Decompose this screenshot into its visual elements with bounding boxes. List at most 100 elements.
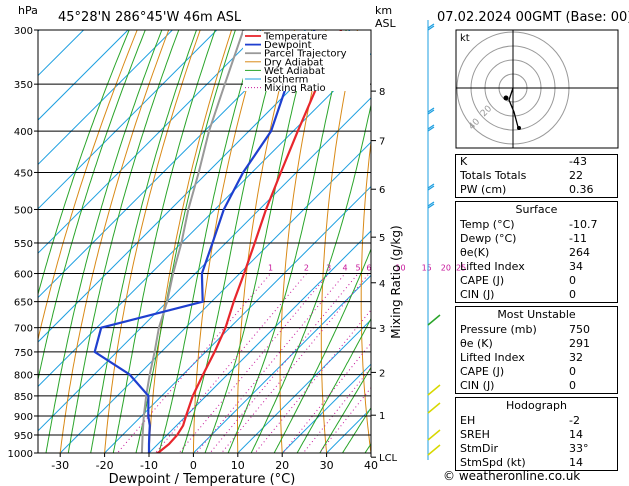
isotherm-line bbox=[192, 274, 371, 453]
altitude-tick-label: 7 bbox=[379, 137, 385, 148]
isotherm-line bbox=[59, 141, 371, 453]
mixing-ratio-label: 5 bbox=[356, 264, 361, 273]
mixing-ratio-line bbox=[220, 273, 370, 453]
dry-adiabat-line bbox=[59, 30, 170, 453]
hodograph-unit-label: kt bbox=[460, 33, 470, 44]
isobar-lines bbox=[38, 30, 371, 453]
table-key: θe(K) bbox=[460, 246, 490, 259]
mixing-ratio-line bbox=[302, 366, 371, 453]
wet-adiabat-line bbox=[319, 366, 371, 453]
hodograph-trace bbox=[508, 87, 519, 128]
dry-adiabat-line bbox=[38, 30, 138, 342]
table-value: 14 bbox=[569, 456, 583, 469]
pressure-tick-label: 950 bbox=[14, 431, 33, 442]
table-value: 750 bbox=[569, 323, 590, 336]
pressure-tick-label: 500 bbox=[14, 205, 33, 216]
table-value: 14 bbox=[569, 428, 583, 441]
table-row: StmDir 33° bbox=[456, 442, 617, 456]
legend-label: Isotherm bbox=[264, 75, 308, 86]
table-value: 0 bbox=[569, 274, 576, 287]
table-key: Totals Totals bbox=[460, 169, 527, 182]
legend-label: Temperature bbox=[263, 32, 327, 43]
pressure-tick-label: 300 bbox=[14, 26, 33, 37]
pressure-tick-label: 800 bbox=[14, 371, 33, 382]
table-key: CIN (J) bbox=[460, 288, 495, 301]
table-row: CAPE (J) 0 bbox=[456, 365, 617, 379]
temperature-tick-label: -20 bbox=[96, 459, 114, 472]
altitude-axis: 8 7 6 5 4 3 2 1 LCL bbox=[371, 87, 398, 464]
table-row: θe (K) 291 bbox=[456, 337, 617, 351]
wet-adiabat-line bbox=[38, 30, 130, 296]
legend-label: Dry Adiabat bbox=[264, 57, 323, 68]
wet-adiabat-line bbox=[45, 30, 163, 453]
temperature-line bbox=[153, 30, 343, 453]
temperature-tick-label: -10 bbox=[140, 459, 158, 472]
pressure-tick-label: 750 bbox=[14, 348, 33, 359]
table-row: Lifted Index 34 bbox=[456, 260, 617, 274]
wind-barb bbox=[427, 183, 435, 189]
wind-barb bbox=[427, 23, 435, 29]
legend-label: Wet Adiabat bbox=[264, 66, 325, 77]
mixing-ratio-label: 1 bbox=[268, 264, 273, 273]
table-value: 33° bbox=[569, 442, 589, 455]
km-unit-label: km bbox=[375, 4, 392, 17]
pressure-tick-label: 850 bbox=[14, 392, 33, 403]
table-value: 0 bbox=[569, 379, 576, 392]
pressure-tick-label: 400 bbox=[14, 127, 33, 138]
sounding-series bbox=[93, 30, 343, 453]
isotherm-line bbox=[38, 30, 129, 121]
table-key: StmSpd (kt) bbox=[460, 456, 526, 469]
table-key: Lifted Index bbox=[460, 351, 525, 364]
section-title: Surface bbox=[515, 203, 558, 216]
table-value: 0 bbox=[569, 288, 576, 301]
wind-barb bbox=[427, 203, 435, 209]
pressure-tick-label: 1000 bbox=[8, 449, 33, 460]
isotherm-line bbox=[281, 363, 371, 453]
x-axis-title: Dewpoint / Temperature (°C) bbox=[109, 472, 296, 486]
table-value: 264 bbox=[569, 246, 590, 259]
parcel-trajectory-line bbox=[140, 30, 245, 453]
table-row: CAPE (J) 0 bbox=[456, 274, 617, 288]
isotherm-line bbox=[103, 185, 371, 453]
mixing-ratio-line bbox=[195, 273, 346, 453]
isotherm-line bbox=[38, 97, 371, 432]
table-value: 291 bbox=[569, 337, 590, 350]
table-value: -2 bbox=[569, 414, 580, 427]
dewpoint-line bbox=[93, 30, 316, 453]
table-row: SREH 14 bbox=[456, 428, 617, 442]
temperature-tick-label: 40 bbox=[364, 459, 378, 472]
mixing-ratio-labels: 1 2 3 4 5 6 10 15 20 25 bbox=[268, 264, 466, 273]
wind-barb bbox=[427, 444, 441, 456]
table-key: Lifted Index bbox=[460, 260, 525, 273]
pressure-tick-label: 650 bbox=[14, 298, 33, 309]
section-title: Hodograph bbox=[506, 399, 567, 412]
altitude-tick-label: 5 bbox=[379, 233, 385, 244]
table-key: SREH bbox=[460, 428, 490, 441]
pressure-tick-label: 350 bbox=[14, 80, 33, 91]
mixing-ratio-label: 10 bbox=[395, 264, 405, 273]
legend-label: Parcel Trajectory bbox=[264, 49, 347, 60]
altitude-tick-label: 8 bbox=[379, 87, 385, 98]
wind-barb bbox=[427, 109, 435, 115]
hodograph-end-marker bbox=[517, 126, 521, 130]
asl-unit-label: ASL bbox=[375, 17, 397, 30]
table-value: 34 bbox=[569, 260, 583, 273]
table-key: K bbox=[460, 155, 468, 168]
isotherm-line bbox=[38, 30, 262, 254]
wind-barb bbox=[427, 314, 441, 326]
mixing-ratio-label: 25 bbox=[456, 264, 466, 273]
table-row: PW (cm) 0.36 bbox=[456, 183, 617, 197]
mixing-ratio-line bbox=[116, 273, 271, 453]
table-key: Dewp (°C) bbox=[460, 232, 517, 245]
isotherm-line bbox=[38, 30, 85, 77]
legend-label: Mixing Ratio bbox=[264, 83, 326, 94]
table-key: Pressure (mb) bbox=[460, 323, 537, 336]
table-row: Temp (°C) -10.7 bbox=[456, 218, 617, 232]
altitude-tick-label: 6 bbox=[379, 185, 385, 196]
indices-table: K -43 Totals Totals 22 PW (cm) 0.36 Surface Te… bbox=[455, 154, 618, 474]
hodograph-frame bbox=[455, 29, 619, 149]
altitude-tick-label: 3 bbox=[379, 324, 385, 335]
